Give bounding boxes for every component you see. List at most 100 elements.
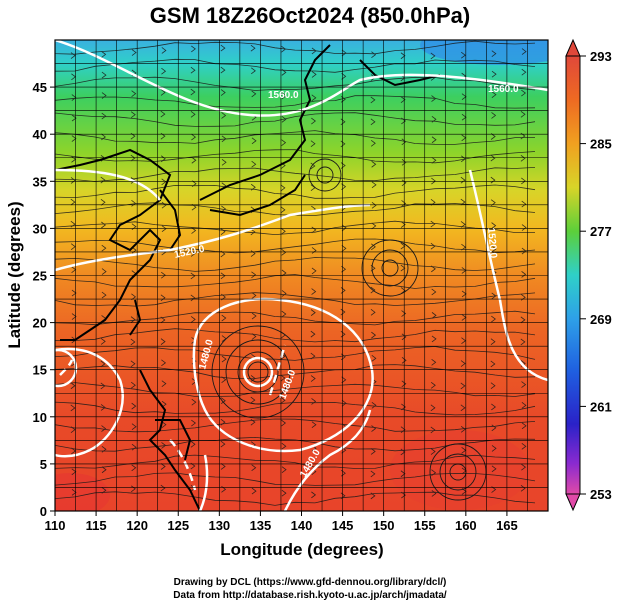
wind-arrow [221, 135, 227, 143]
wind-arrow [71, 313, 77, 320]
wind-arrow [430, 381, 436, 389]
wind-arrow [221, 314, 227, 322]
wind-arrow [131, 90, 137, 97]
wind-arrow [101, 268, 107, 275]
wind-arrow [521, 200, 527, 208]
streamline [55, 310, 536, 326]
wind-arrow [160, 463, 166, 470]
wind-arrow [70, 426, 76, 433]
wind-arrow [521, 247, 527, 255]
wind-arrow [340, 140, 346, 148]
wind-arrow [130, 360, 136, 368]
wind-arrow [431, 490, 437, 497]
wind-arrow [281, 466, 287, 473]
wind-arrow [430, 220, 436, 228]
wind-arrow [71, 114, 77, 122]
wind-arrow [491, 91, 497, 98]
wind-arrow [281, 310, 287, 318]
wind-arrow [521, 402, 527, 409]
wind-arrow [161, 271, 166, 279]
streamline [55, 401, 536, 416]
wind-arrow [311, 398, 317, 405]
wind-arrow [341, 399, 347, 407]
wind-arrow [101, 486, 107, 494]
wind-arrow [401, 310, 407, 317]
wind-arrow [370, 448, 376, 455]
wind-arrow [161, 67, 167, 75]
wind-arrow [280, 228, 286, 235]
wind-arrow [251, 487, 257, 495]
wind-arrow [400, 96, 406, 103]
wind-arrow [281, 116, 287, 123]
wind-arrow [340, 308, 346, 316]
wind-arrow [101, 425, 107, 432]
wind-arrow [190, 111, 196, 118]
wind-arrow [191, 180, 197, 188]
y-tick-label: 40 [33, 127, 47, 142]
wind-arrow [490, 176, 496, 184]
wind-arrow [100, 382, 106, 390]
wind-arrow [431, 312, 437, 319]
y-axis-label: Latitude (degrees) [5, 201, 24, 348]
wind-arrow [491, 403, 496, 411]
wind-arrow [371, 202, 377, 209]
wind-arrow [130, 154, 136, 162]
wind-arrow [430, 52, 436, 60]
wind-arrow [431, 469, 437, 477]
wind-arrow [401, 403, 407, 411]
wind-arrow [70, 243, 76, 251]
typhoon-vortex [211, 325, 305, 419]
wind-arrow [431, 358, 437, 366]
wind-arrow [161, 380, 167, 387]
wind-arrow [71, 289, 77, 297]
y-tick-label: 20 [33, 316, 47, 331]
wind-arrow [371, 425, 377, 432]
wind-arrow [371, 243, 376, 251]
wind-arrow [191, 156, 197, 164]
wind-arrow [341, 376, 347, 384]
wind-arrow [311, 267, 317, 275]
wind-arrow [190, 88, 196, 96]
wind-arrow [251, 271, 257, 279]
wind-arrow [371, 51, 377, 59]
colorbar-gradient [565, 55, 581, 495]
wind-arrow [460, 221, 466, 228]
colorbar-min-arrow [565, 493, 581, 512]
wind-arrow [281, 269, 287, 277]
wind-arrow [521, 68, 527, 76]
wind-arrow [190, 250, 196, 257]
wind-arrow [71, 488, 77, 496]
wind-arrow [460, 425, 466, 433]
wind-arrow [490, 360, 496, 368]
wind-arrow [341, 49, 347, 57]
wind-arrow [160, 294, 166, 302]
wind-arrow [340, 330, 346, 338]
x-tick-label: 125 [167, 518, 189, 533]
wind-arrow [430, 448, 436, 455]
wind-arrow [220, 66, 226, 74]
wind-arrow [161, 178, 167, 186]
wind-arrow [371, 401, 377, 409]
wind-arrow [400, 264, 406, 272]
wind-arrow [310, 330, 316, 338]
wind-arrow [521, 89, 526, 97]
wind-arrow [430, 404, 436, 412]
wind-arrow [491, 315, 496, 323]
wind-arrow [280, 184, 286, 192]
wind-arrow [521, 381, 527, 388]
wind-arrow [101, 92, 107, 99]
wind-arrow [431, 288, 437, 296]
wind-arrow [281, 92, 287, 100]
wind-arrow [221, 355, 227, 363]
wind-arrow [251, 90, 257, 98]
wind-arrow [251, 312, 257, 320]
wind-arrow [250, 183, 256, 191]
x-tick-label: 155 [414, 518, 436, 533]
wind-arrow [311, 247, 317, 254]
wind-arrow [220, 89, 226, 96]
x-tick-label: 110 [45, 518, 66, 533]
wind-arrow [520, 338, 526, 346]
y-tick-label: 10 [33, 410, 47, 425]
wind-arrow [250, 418, 256, 426]
wind-arrow [311, 491, 317, 499]
